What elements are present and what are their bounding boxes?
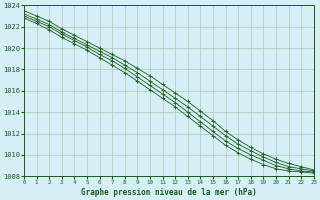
X-axis label: Graphe pression niveau de la mer (hPa): Graphe pression niveau de la mer (hPa) <box>81 188 257 197</box>
